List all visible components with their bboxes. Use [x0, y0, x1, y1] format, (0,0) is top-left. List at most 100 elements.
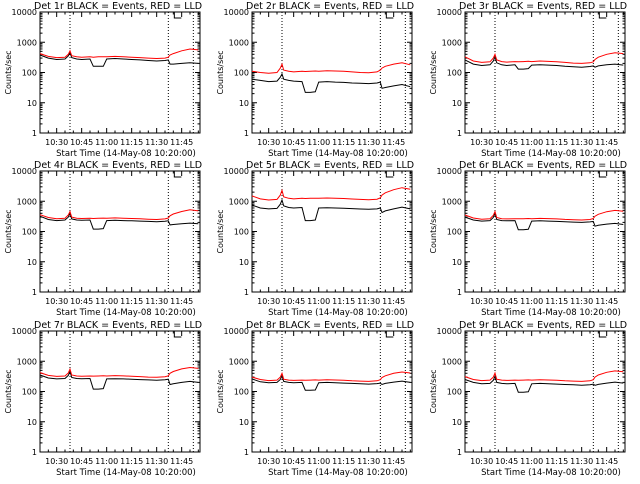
y-tick-label: 1 — [244, 448, 249, 457]
y-tick-label: 1000 — [17, 38, 37, 47]
y-axis-label: Counts/sec — [216, 209, 225, 253]
x-tick-label: 11:45 — [595, 297, 618, 306]
x-tick-label: 11:30 — [357, 138, 380, 147]
y-tick-label: 1 — [244, 288, 249, 297]
y-tick-label: 1 — [457, 448, 462, 457]
x-tick-label: 11:45 — [595, 457, 618, 466]
panel-title: Det 6r BLACK = Events, RED = LLD — [459, 160, 627, 171]
y-axis-label: Counts/sec — [216, 369, 225, 413]
x-tick-label: 11:45 — [170, 457, 193, 466]
events-series-line — [464, 211, 624, 231]
segment-bracket-marker — [173, 12, 182, 19]
y-tick-label: 1 — [457, 288, 462, 297]
plot-frame — [39, 11, 201, 134]
panel-title: Det 2r BLACK = Events, RED = LLD — [246, 1, 414, 12]
x-axis-label: Start Time (14-May-08 10:20:00) — [268, 468, 408, 478]
y-tick-label: 100 — [234, 388, 249, 397]
x-tick-label: 10:30 — [45, 297, 68, 306]
x-axis-label: Start Time (14-May-08 10:20:00) — [481, 149, 621, 159]
detector-panel: Det 4r BLACK = Events, RED = LLD Counts/s… — [4, 160, 202, 318]
detector-panel: Det 2r BLACK = Events, RED = LLD Counts/s… — [216, 1, 414, 159]
y-axis-label: Counts/sec — [216, 50, 225, 94]
plot-frame — [251, 170, 413, 293]
x-tick-label: 11:15 — [120, 297, 143, 306]
x-tick-label: 11:00 — [95, 138, 118, 147]
y-tick-label: 1000 — [229, 197, 249, 206]
x-tick-label: 11:00 — [520, 297, 543, 306]
x-tick-label: 11:30 — [357, 297, 380, 306]
y-tick-label: 100 — [447, 228, 462, 237]
y-tick-label: 10000 — [437, 167, 462, 176]
segment-bracket-marker — [598, 331, 607, 338]
segment-bracket-marker — [385, 171, 394, 178]
x-tick-label: 11:00 — [307, 297, 330, 306]
segment-bracket-marker — [598, 171, 607, 178]
detector-panel: Det 7r BLACK = Events, RED = LLD Counts/s… — [4, 320, 202, 478]
x-axis-label: Start Time (14-May-08 10:20:00) — [56, 149, 196, 159]
y-tick-label: 1 — [32, 288, 37, 297]
x-tick-label: 11:45 — [382, 457, 405, 466]
lld-series-line — [251, 62, 411, 74]
events-series-line — [39, 370, 199, 390]
y-tick-label: 10 — [452, 418, 462, 427]
x-axis-label: Start Time (14-May-08 10:20:00) — [481, 468, 621, 478]
x-tick-label: 10:45 — [70, 297, 93, 306]
lld-series-line — [251, 187, 411, 201]
y-tick-label: 10000 — [437, 8, 462, 17]
plot-frame — [464, 11, 626, 134]
x-tick-label: 11:00 — [95, 457, 118, 466]
x-tick-label: 11:45 — [382, 297, 405, 306]
panel-title: Det 5r BLACK = Events, RED = LLD — [246, 160, 414, 171]
y-tick-label: 1000 — [229, 38, 249, 47]
x-axis-label: Start Time (14-May-08 10:20:00) — [56, 308, 196, 318]
y-axis-label: Counts/sec — [4, 209, 13, 253]
x-tick-label: 11:30 — [570, 138, 593, 147]
panel-title: Det 1r BLACK = Events, RED = LLD — [34, 1, 202, 12]
x-axis-label: Start Time (14-May-08 10:20:00) — [268, 308, 408, 318]
events-series-line — [251, 72, 411, 93]
segment-bracket-marker — [385, 331, 394, 338]
x-tick-label: 10:30 — [470, 297, 493, 306]
x-tick-label: 11:30 — [145, 138, 168, 147]
plot-frame — [251, 330, 413, 453]
y-axis-label: Counts/sec — [429, 369, 438, 413]
lld-series-line — [251, 371, 411, 382]
x-tick-label: 11:00 — [520, 138, 543, 147]
x-tick-label: 11:30 — [145, 457, 168, 466]
x-tick-label: 11:00 — [307, 457, 330, 466]
x-tick-label: 11:30 — [145, 297, 168, 306]
x-tick-label: 10:45 — [70, 457, 93, 466]
x-tick-label: 10:45 — [282, 457, 305, 466]
y-tick-label: 10 — [27, 99, 37, 108]
y-tick-label: 100 — [234, 228, 249, 237]
x-tick-label: 11:30 — [357, 457, 380, 466]
x-tick-label: 10:30 — [257, 138, 280, 147]
y-tick-label: 10000 — [224, 8, 249, 17]
x-tick-label: 10:30 — [257, 457, 280, 466]
panel-title: Det 9r BLACK = Events, RED = LLD — [459, 320, 627, 331]
x-tick-label: 11:30 — [570, 457, 593, 466]
y-tick-label: 10000 — [437, 327, 462, 336]
plot-frame — [464, 170, 626, 293]
x-tick-label: 10:30 — [257, 297, 280, 306]
x-tick-label: 11:15 — [332, 297, 355, 306]
y-tick-label: 100 — [447, 69, 462, 78]
x-tick-label: 11:30 — [570, 297, 593, 306]
y-tick-label: 10000 — [12, 167, 37, 176]
x-axis-label: Start Time (14-May-08 10:20:00) — [481, 308, 621, 318]
detector-panel: Det 5r BLACK = Events, RED = LLD Counts/s… — [216, 160, 414, 318]
lld-series-line — [464, 209, 624, 221]
lld-series-line — [464, 370, 624, 382]
x-tick-label: 10:30 — [45, 138, 68, 147]
y-tick-label: 10000 — [12, 8, 37, 17]
x-tick-label: 10:45 — [282, 138, 305, 147]
x-tick-label: 11:15 — [545, 297, 568, 306]
x-tick-label: 10:30 — [45, 457, 68, 466]
detector-panel: Det 6r BLACK = Events, RED = LLD Counts/s… — [429, 160, 627, 318]
events-series-line — [251, 198, 411, 222]
x-tick-label: 11:15 — [545, 138, 568, 147]
y-tick-label: 10 — [239, 418, 249, 427]
y-tick-label: 1 — [32, 129, 37, 138]
x-tick-label: 11:15 — [120, 457, 143, 466]
